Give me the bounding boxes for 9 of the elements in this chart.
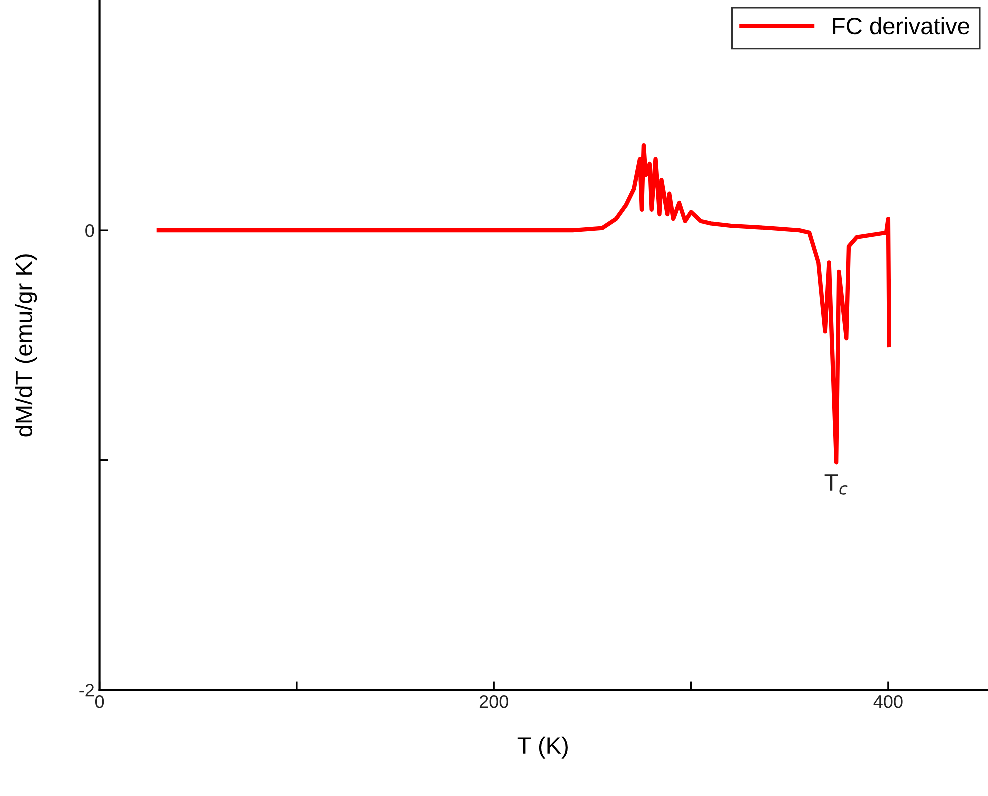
x-axis-title: T (K) [518,736,568,759]
x-tick-label: 200 [480,695,508,708]
line-series [156,143,892,465]
legend-label: FC derivative [833,17,970,35]
x-tick-label: 400 [874,695,903,708]
annotation: T$_{c}$ [824,474,848,495]
y-tick-label: -2 [80,684,94,697]
y-axis-title: dM/dT (emu/gr K) [15,254,38,437]
x-tick-label: 0 [95,695,104,708]
